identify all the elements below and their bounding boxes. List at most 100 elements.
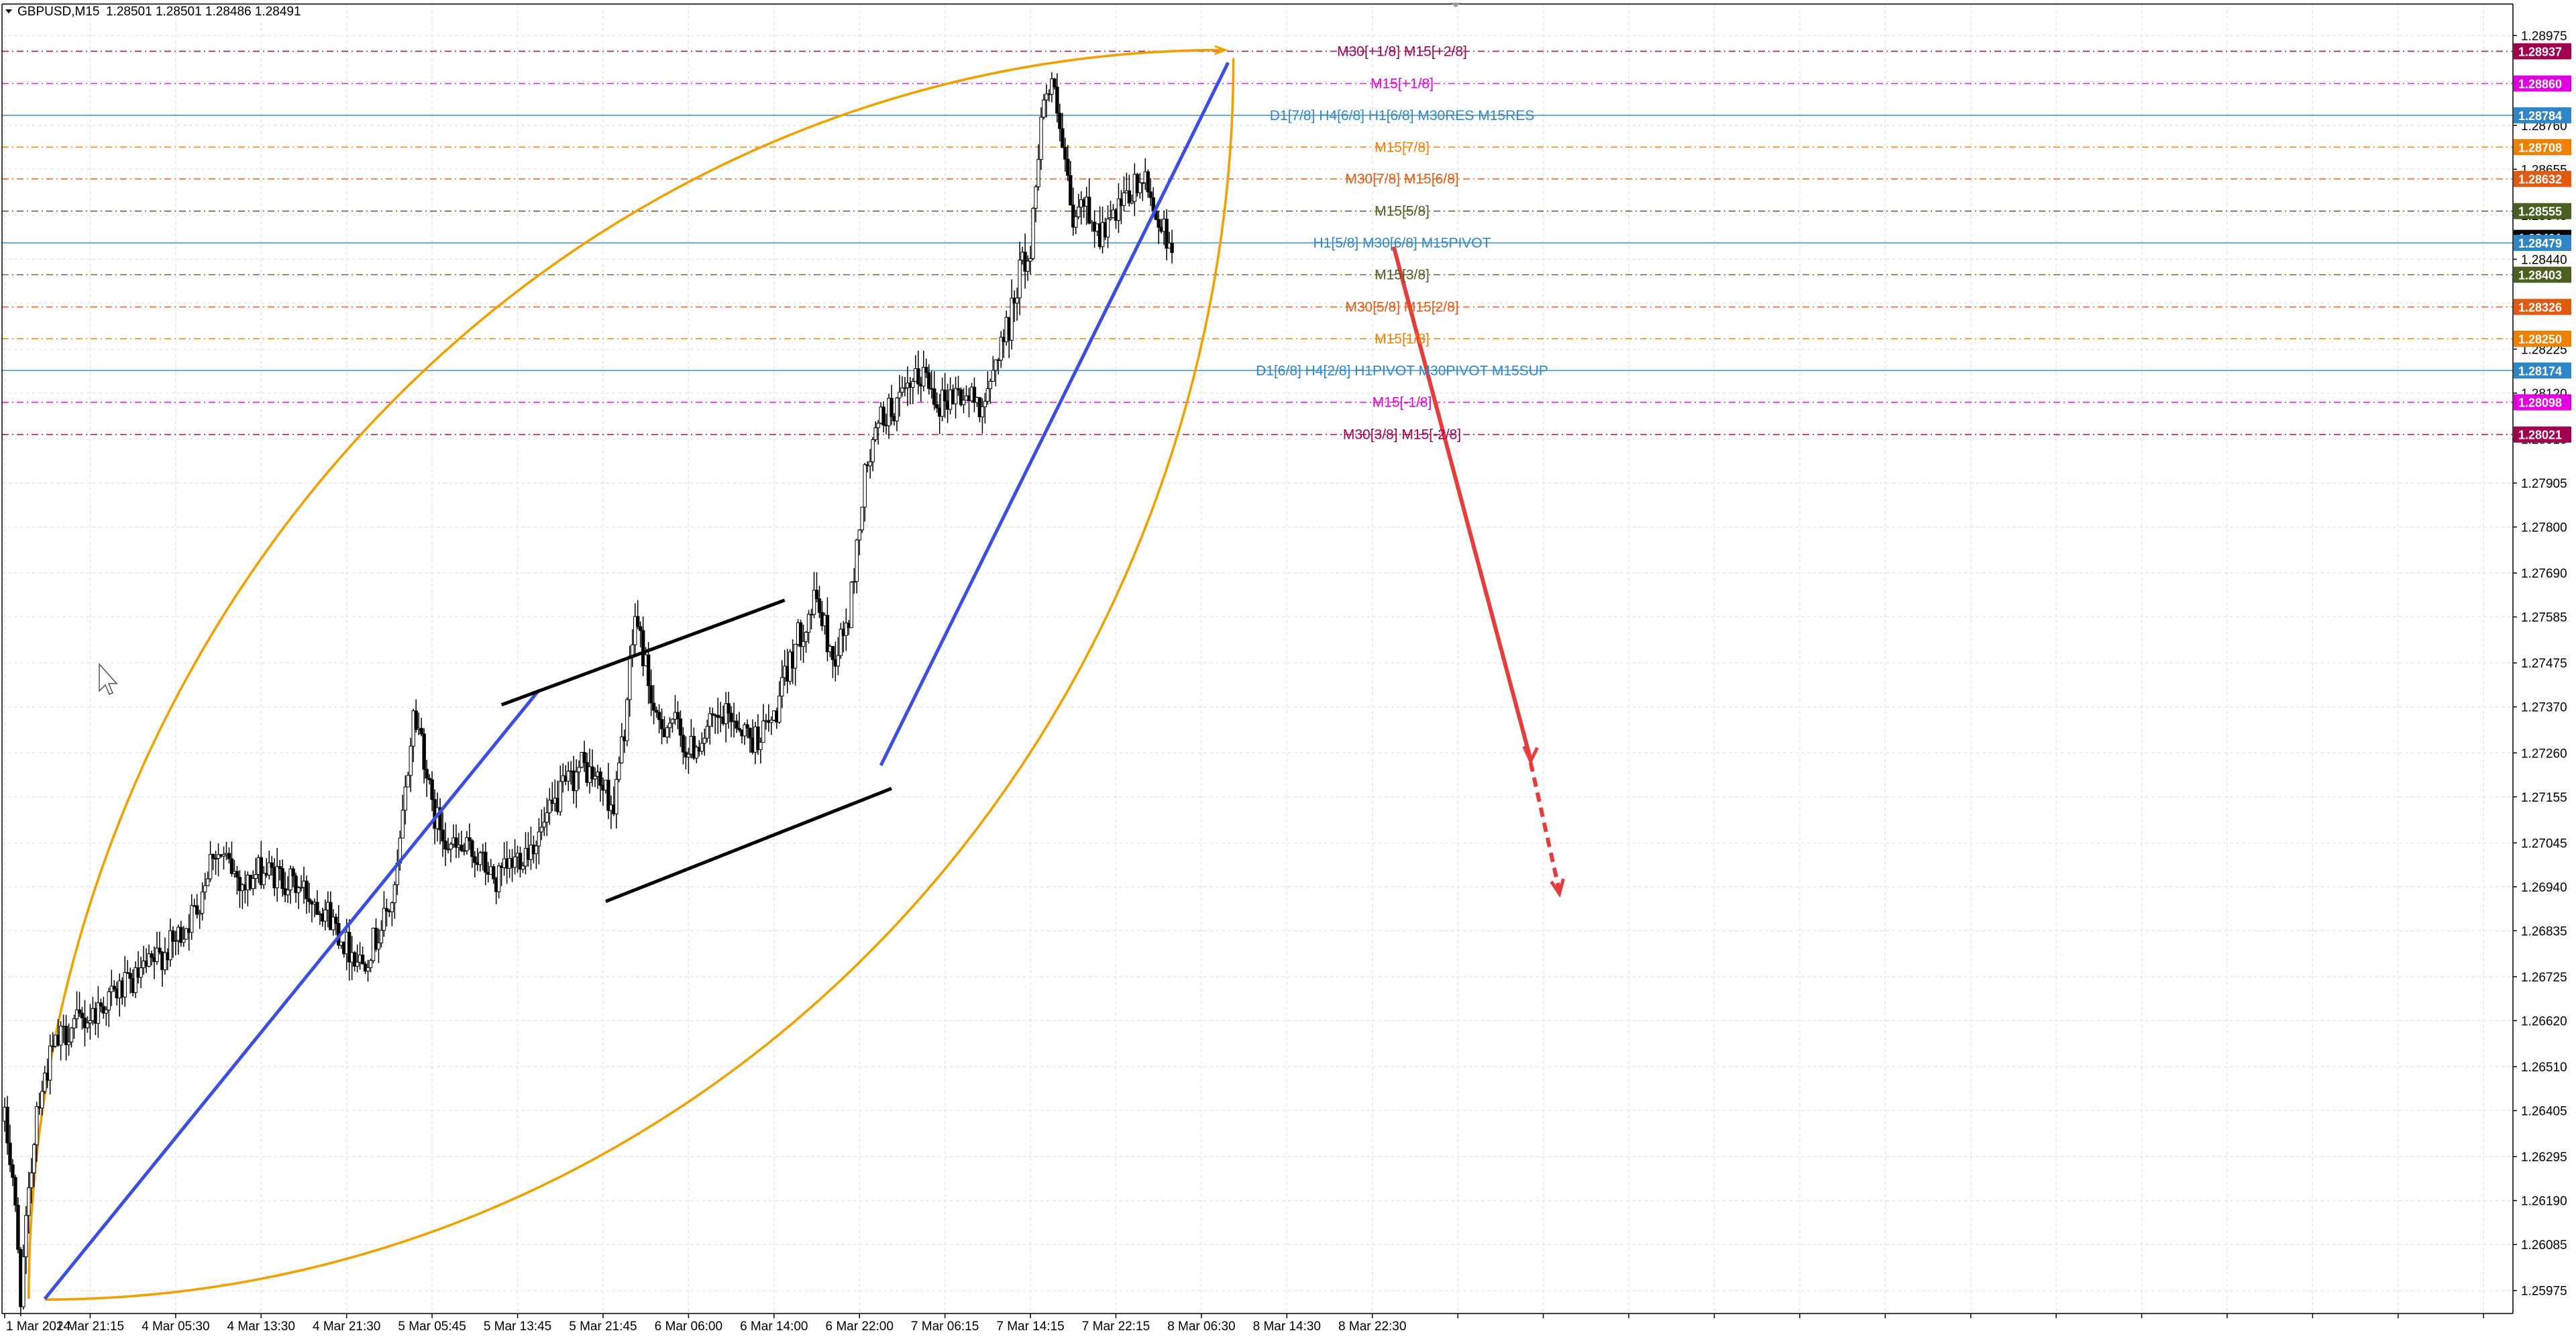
x-tick-label: 4 Mar 21:30 bbox=[313, 1320, 380, 1334]
blue-trendline[interactable] bbox=[43, 689, 541, 1300]
x-tick-label: 1 Mar 21:15 bbox=[56, 1320, 124, 1334]
candle-body bbox=[710, 713, 714, 716]
candle-body bbox=[221, 854, 226, 857]
channel-line[interactable] bbox=[605, 787, 892, 904]
x-tick-label: 5 Mar 13:45 bbox=[484, 1320, 551, 1334]
candle-body bbox=[1061, 128, 1065, 148]
y-tick-label: 1.26405 bbox=[2521, 1105, 2567, 1119]
y-tick-label: 1.27155 bbox=[2521, 791, 2567, 805]
candle-body bbox=[702, 737, 706, 744]
candle-body bbox=[537, 831, 541, 847]
candle-body bbox=[195, 905, 199, 915]
channel-line[interactable] bbox=[500, 598, 786, 706]
candle-body bbox=[830, 646, 835, 660]
candle-body bbox=[168, 930, 172, 961]
candle-body bbox=[983, 400, 987, 407]
level-label: M30[7/8] M15[6/8] bbox=[1345, 172, 1458, 187]
candle-body bbox=[1116, 198, 1121, 221]
price-badge bbox=[2514, 266, 2571, 283]
candle-body bbox=[16, 1205, 20, 1250]
candle-body bbox=[839, 629, 843, 656]
candle-body bbox=[465, 837, 469, 851]
candle-body bbox=[182, 939, 186, 943]
candle-body bbox=[898, 392, 902, 398]
candle-body bbox=[69, 1027, 74, 1042]
x-tick-label: 5 Mar 21:45 bbox=[569, 1320, 637, 1334]
candle-body bbox=[590, 766, 594, 780]
candle-body bbox=[521, 865, 525, 870]
blue-trendline[interactable] bbox=[879, 62, 1230, 767]
candle-body bbox=[988, 380, 993, 389]
x-tick-label: 7 Mar 06:15 bbox=[911, 1320, 979, 1334]
candle-body bbox=[390, 902, 394, 912]
y-tick-label: 1.27800 bbox=[2521, 521, 2567, 535]
candle-body bbox=[582, 752, 586, 763]
candle-body bbox=[184, 928, 189, 940]
candle-body bbox=[355, 961, 360, 967]
candle-body bbox=[72, 1018, 76, 1028]
candle-body bbox=[654, 710, 659, 713]
dropdown-triangle-icon[interactable] bbox=[5, 9, 12, 13]
candle-body bbox=[518, 853, 523, 870]
candle-body bbox=[873, 427, 877, 440]
candle-body bbox=[646, 654, 651, 686]
candle-body bbox=[985, 388, 990, 402]
candle-body bbox=[40, 1091, 44, 1109]
candle-body bbox=[700, 743, 704, 752]
candle-body bbox=[262, 873, 266, 886]
chart-header: GBPUSD,M15 1.28501 1.28501 1.28486 1.284… bbox=[5, 5, 301, 19]
forecast-arrow-line[interactable] bbox=[1391, 246, 1532, 758]
candle-body bbox=[379, 930, 384, 944]
candle-body bbox=[280, 868, 284, 890]
candle-body bbox=[708, 713, 712, 727]
candle-body bbox=[895, 397, 899, 421]
candle-body bbox=[13, 1177, 17, 1206]
price-badge-label: 1.28784 bbox=[2518, 109, 2562, 123]
candle-body bbox=[150, 953, 154, 958]
candle-body bbox=[625, 699, 629, 741]
candle-body bbox=[927, 372, 931, 389]
trend-drawings[interactable] bbox=[43, 62, 1565, 1300]
candle-body bbox=[278, 866, 282, 869]
level-labels: M30[+1/8] M15[+2/8] M15[+1/8] D1[7/8] H4[6… bbox=[1256, 44, 1548, 442]
candle-body bbox=[155, 947, 159, 962]
candle-body bbox=[972, 386, 977, 403]
x-tick-label: 7 Mar 14:15 bbox=[996, 1320, 1064, 1334]
candle-body bbox=[649, 685, 653, 704]
candle-body bbox=[473, 856, 477, 863]
price-badge-label: 1.28479 bbox=[2518, 237, 2562, 250]
candle-body bbox=[24, 1215, 28, 1257]
candle-body bbox=[27, 1187, 31, 1216]
candle-body bbox=[801, 641, 806, 647]
candle-body bbox=[812, 590, 816, 615]
candle-body bbox=[468, 837, 472, 841]
x-tick-label: 7 Mar 22:15 bbox=[1082, 1320, 1150, 1334]
candle-body bbox=[409, 745, 413, 776]
candle-body bbox=[128, 973, 132, 979]
candle-body bbox=[438, 807, 442, 831]
candle-body bbox=[88, 1020, 93, 1024]
candle-body bbox=[1165, 219, 1169, 249]
candle-body bbox=[743, 724, 747, 737]
candle-body bbox=[849, 582, 853, 629]
candle-body bbox=[179, 926, 183, 943]
candle-body bbox=[924, 366, 928, 373]
candle-body bbox=[999, 337, 1003, 361]
candle-body bbox=[1106, 218, 1110, 237]
scroll-marker-icon[interactable] bbox=[1450, 3, 1461, 7]
candle-body bbox=[58, 1026, 63, 1046]
candle-body bbox=[961, 399, 966, 405]
candle-body bbox=[804, 631, 808, 642]
candle-body bbox=[484, 851, 488, 873]
candle-body bbox=[1069, 175, 1073, 206]
candle-body bbox=[392, 884, 397, 904]
forecast-dashed-line[interactable] bbox=[1528, 761, 1562, 892]
x-tick-label: 4 Mar 13:30 bbox=[227, 1320, 295, 1334]
candle-body bbox=[1138, 182, 1142, 193]
candle-body bbox=[638, 626, 643, 631]
candle-body bbox=[366, 967, 370, 972]
candle-body bbox=[48, 1045, 52, 1081]
candle-body bbox=[670, 718, 675, 724]
